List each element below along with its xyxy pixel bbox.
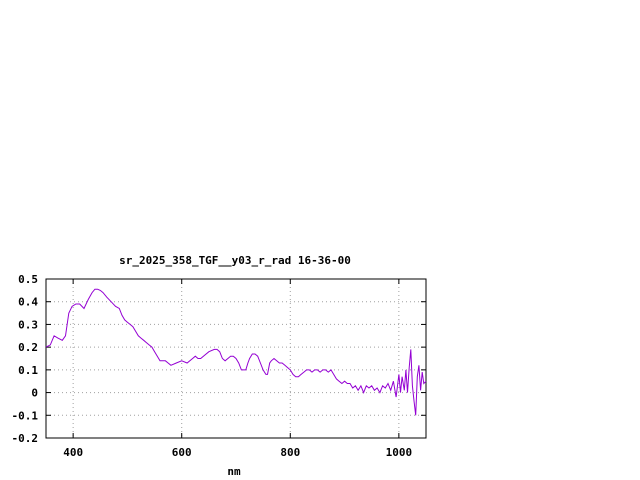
- y-tick-label: -0.1: [12, 409, 39, 422]
- y-tick-label: 0.2: [18, 341, 38, 354]
- y-tick-labels: -0.2 -0.1 0 0.1 0.2 0.3 0.4 0.5: [12, 273, 39, 445]
- y-tick-label: 0.1: [18, 364, 38, 377]
- y-tick-label: 0: [31, 387, 38, 400]
- y-tick-label: -0.2: [12, 432, 39, 445]
- x-tick-label: 1000: [386, 446, 413, 459]
- x-tick-labels: 400 600 800 1000: [63, 446, 412, 459]
- x-tick-label: 600: [172, 446, 192, 459]
- x-axis-label: nm: [227, 465, 241, 478]
- x-tick-label: 400: [63, 446, 83, 459]
- grid-lines: [46, 279, 426, 438]
- plot-border: [45, 278, 427, 439]
- y-tick-label: 0.3: [18, 318, 38, 331]
- axis-ticks: [46, 278, 426, 439]
- series-line: [45, 288, 427, 416]
- x-tick-label: 800: [280, 446, 300, 459]
- y-tick-label: 0.4: [18, 296, 38, 309]
- y-tick-label: 0.5: [18, 273, 38, 286]
- chart-title: sr_2025_358_TGF__y03_r_rad 16-36-00: [119, 254, 351, 267]
